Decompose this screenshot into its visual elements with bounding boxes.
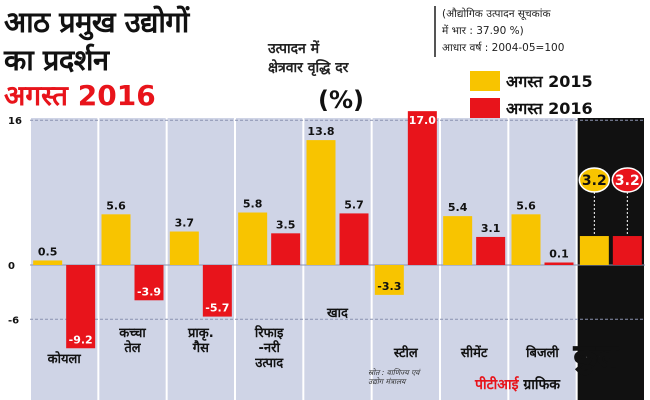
- category-label-line: -नरी: [258, 341, 280, 356]
- legend-swatch-2016: [470, 98, 500, 118]
- title-date: अगस्त 2016: [4, 79, 156, 112]
- bar-2015: [579, 236, 609, 265]
- credit-graphic: ग्राफिक: [523, 377, 561, 393]
- data-label: -9.2: [69, 333, 93, 346]
- total-badge-2015: [578, 167, 611, 193]
- category-label-line: कच्चा: [119, 326, 146, 341]
- bar-2016: [612, 236, 642, 265]
- data-label: 5.4: [448, 201, 468, 214]
- data-label: 0.1: [549, 248, 569, 261]
- legend-label-2015: अगस्त 2015: [506, 72, 593, 91]
- bar-2016: [134, 265, 164, 301]
- category-label-line: स्टील: [393, 346, 418, 361]
- data-label: 13.8: [307, 125, 334, 138]
- total-value-label: 3.2: [615, 173, 640, 189]
- data-label: 17.0: [409, 114, 436, 127]
- source-line-2: उद्योग मंत्रालय: [368, 377, 406, 386]
- bar-2016: [476, 236, 506, 265]
- bar-2015: [374, 265, 404, 295]
- category-label: खाद: [303, 306, 371, 321]
- data-label: -3.3: [377, 280, 401, 293]
- data-label: -3.9: [137, 285, 161, 298]
- category-label-total: कुल: [573, 338, 618, 375]
- category-label-line: सीमेंट: [460, 346, 488, 361]
- category-label-line: रिफाइ: [254, 326, 284, 341]
- category-label: सीमेंट: [440, 346, 508, 361]
- bar-2016: [544, 262, 574, 265]
- category-label-line: कोयला: [47, 352, 81, 367]
- legend-swatch-2015: [470, 71, 500, 91]
- bar-2015: [511, 214, 541, 265]
- unit-label: (%): [318, 86, 364, 114]
- data-label: 5.6: [106, 199, 126, 212]
- bar-2016: [202, 265, 232, 317]
- bar-2016: [271, 233, 301, 265]
- subtitle: उत्पादन में क्षेत्रवार वृद्धि दर: [268, 40, 348, 78]
- category-label-line: खाद: [327, 306, 348, 321]
- bar-2015: [101, 214, 131, 265]
- subtitle-line-2: क्षेत्रवार वृद्धि दर: [268, 60, 349, 76]
- legend-item-2016: अगस्त 2016: [470, 97, 593, 119]
- category-label-line: गैस: [192, 341, 209, 356]
- note-line-1: (औद्योगिक उत्पादन सूचकांक: [442, 8, 551, 20]
- y-tick-label: -6: [8, 315, 19, 326]
- category-label: बिजली: [508, 346, 576, 361]
- legend-item-2015: अगस्त 2015: [470, 70, 593, 92]
- category-label-line: बिजली: [526, 346, 559, 361]
- subtitle-line-1: उत्पादन में: [268, 41, 320, 57]
- bar-2015: [306, 140, 336, 265]
- data-label: 5.8: [243, 198, 263, 211]
- bar-2016: [407, 111, 437, 266]
- category-label: प्राकृ. गैस: [167, 326, 235, 356]
- bar-2016: [66, 265, 96, 349]
- data-label: 0.5: [38, 245, 58, 258]
- category-label-line: प्राकृ.: [187, 326, 214, 341]
- index-note: (औद्योगिक उत्पादन सूचकांक में भार : 37.9…: [434, 6, 564, 57]
- y-tick-label: 0: [8, 261, 15, 272]
- data-label: 3.7: [175, 217, 195, 230]
- category-label: स्टील: [372, 346, 440, 361]
- source-line-1: स्रोत : वाणिज्य एवं: [368, 368, 420, 377]
- note-line-3: आधार वर्ष : 2004-05=100: [442, 42, 565, 54]
- data-label: 5.6: [516, 199, 536, 212]
- total-value-label: 3.2: [582, 173, 607, 189]
- category-label: रिफाइ -नरी उत्पाद: [235, 326, 303, 371]
- source-note: स्रोत : वाणिज्य एवं उद्योग मंत्रालय: [368, 368, 419, 386]
- category-label-line: तेल: [124, 341, 141, 356]
- credit-pti: पीटीआई: [475, 377, 519, 393]
- bar-2015: [169, 231, 199, 265]
- data-label: 3.1: [481, 222, 501, 235]
- bar-2015: [238, 212, 268, 265]
- data-label: 5.7: [344, 198, 364, 211]
- bar-2015: [33, 260, 63, 265]
- credit: पीटीआई ग्राफिक: [475, 375, 560, 394]
- total-badge-2016: [611, 167, 644, 193]
- bar-2016: [339, 213, 369, 265]
- legend-label-2016: अगस्त 2016: [506, 99, 593, 118]
- note-line-2: में भार : 37.90 %): [442, 25, 524, 37]
- y-tick-label: 16: [8, 116, 22, 127]
- bar-2015: [443, 216, 473, 265]
- data-label: -5.7: [205, 302, 229, 315]
- category-label: कच्चा तेल: [98, 326, 166, 356]
- title-line-1: आठ प्रमुख उद्योगों: [4, 5, 189, 39]
- category-label: कोयला: [30, 352, 98, 367]
- data-label: 3.5: [276, 218, 296, 231]
- title-line-2: का प्रदर्शन: [4, 43, 109, 77]
- category-label-line: उत्पाद: [255, 356, 284, 371]
- category-panel: [31, 118, 98, 400]
